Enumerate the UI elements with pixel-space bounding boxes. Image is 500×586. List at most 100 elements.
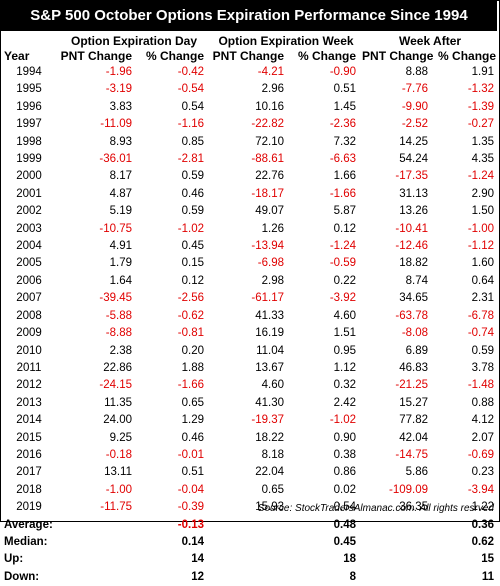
cell-week-pct: 0.22 (333, 274, 357, 287)
cell-week-pnt: 13.67 (255, 361, 285, 374)
cell-year: 2002 (16, 205, 42, 218)
header-day-pct: % Change (146, 49, 205, 63)
cell-day-pct: -0.81 (177, 327, 205, 340)
table-row: 1994 -1.96 -0.42 -4.21 -0.90 8.88 1.91 (0, 64, 498, 81)
cell-day-pct: 0.85 (181, 135, 205, 148)
summary-label: Average: (4, 518, 53, 531)
cell-week-pct: 2.42 (333, 396, 357, 409)
summary-blank (58, 551, 142, 568)
header-after-pct: % Change (438, 49, 497, 63)
summary-week-pct: 18 (343, 553, 357, 566)
summary-blank (362, 534, 438, 551)
cell-day-pnt: 11.35 (104, 396, 132, 409)
summary-after-pct: 11 (481, 570, 495, 583)
cell-after-pnt: -63.78 (395, 309, 429, 322)
cell-day-pnt: -10.75 (99, 222, 132, 235)
cell-day-pct: -0.62 (177, 309, 205, 322)
header-after-pnt: PNT Change (362, 49, 434, 63)
cell-after-pnt: 15.27 (399, 396, 429, 409)
cell-after-pct: -6.78 (467, 309, 495, 322)
cell-after-pct: -0.27 (467, 118, 495, 131)
cell-day-pnt: -0.18 (105, 448, 132, 461)
cell-week-pct: 0.95 (333, 344, 357, 357)
cell-week-pnt: 18.22 (255, 431, 285, 444)
cell-after-pct: -1.24 (467, 170, 495, 183)
cell-week-pnt: 8.18 (261, 448, 285, 461)
table-row: 2000 8.17 0.59 22.76 1.66 -17.35 -1.24 (0, 168, 498, 185)
summary-week-pct: 0.48 (333, 518, 357, 531)
cell-day-pnt: 13.11 (104, 466, 132, 479)
performance-table: Option Expiration Day Option Expiration … (0, 34, 498, 586)
table-row: 2008 -5.88 -0.62 41.33 4.60 -63.78 -6.78 (0, 308, 498, 325)
table-row: 2004 4.91 0.45 -13.94 -1.24 -12.46 -1.12 (0, 238, 498, 255)
cell-day-pnt: -1.96 (105, 66, 132, 78)
cell-after-pnt: -7.76 (401, 83, 429, 96)
cell-week-pct: 1.12 (333, 361, 357, 374)
cell-day-pct: 0.46 (181, 431, 205, 444)
cell-after-pnt: 77.82 (399, 414, 429, 427)
cell-day-pct: 0.59 (181, 205, 205, 218)
cell-year: 2013 (16, 396, 42, 409)
cell-year: 2003 (16, 222, 42, 235)
cell-week-pnt: -22.82 (251, 118, 285, 131)
summary-day-pct: 0.14 (181, 535, 205, 548)
cell-week-pct: 0.51 (333, 83, 357, 96)
table-row: 2018 -1.00 -0.04 0.65 0.02 -109.09 -3.94 (0, 482, 498, 499)
cell-week-pnt: 11.04 (256, 344, 285, 357)
summary-blank (210, 551, 294, 568)
cell-after-pnt: 46.83 (399, 361, 429, 374)
cell-year: 1998 (16, 135, 42, 148)
cell-day-pnt: 9.25 (109, 431, 132, 444)
cell-after-pct: 1.35 (471, 135, 495, 148)
cell-week-pnt: 22.76 (255, 170, 285, 183)
table-row: 2003 -10.75 -1.02 1.26 0.12 -10.41 -1.00 (0, 221, 498, 238)
cell-week-pnt: 10.16 (255, 100, 285, 113)
cell-after-pnt: 18.82 (399, 257, 429, 270)
summary-row: Average: -0.13 0.48 0.36 (0, 517, 498, 534)
summary-week-pct: 0.45 (333, 535, 357, 548)
cell-week-pnt: 72.10 (255, 135, 285, 148)
cell-day-pnt: 8.93 (109, 135, 132, 148)
header-day-pnt: PNT Change (60, 49, 132, 63)
cell-year: 1997 (16, 118, 42, 131)
header-week-pct: % Change (298, 49, 357, 63)
cell-after-pnt: 13.26 (399, 205, 429, 218)
cell-after-pct: -1.12 (467, 240, 495, 253)
cell-week-pnt: 4.60 (261, 379, 285, 392)
cell-day-pnt: -1.00 (105, 483, 132, 496)
cell-week-pct: -1.24 (329, 240, 357, 253)
cell-after-pct: -0.74 (467, 327, 495, 340)
cell-week-pct: 0.02 (333, 483, 357, 496)
summary-after-pct: 15 (481, 553, 495, 566)
cell-day-pct: 0.51 (181, 466, 205, 479)
table-row: 2016 -0.18 -0.01 8.18 0.38 -14.75 -0.69 (0, 447, 498, 464)
table-row: 2014 24.00 1.29 -19.37 -1.02 77.82 4.12 (0, 412, 498, 429)
page-title: S&P 500 October Options Expiration Perfo… (1, 1, 497, 31)
table-row: 2012 -24.15 -1.66 4.60 0.32 -21.25 -1.48 (0, 377, 498, 394)
cell-after-pnt: -12.46 (395, 240, 429, 253)
summary-blank (210, 517, 294, 534)
cell-day-pnt: -24.15 (99, 379, 132, 392)
summary-day-pct: 12 (191, 570, 205, 583)
cell-week-pnt: 0.65 (261, 483, 285, 496)
cell-day-pnt: -39.45 (99, 292, 132, 305)
cell-day-pnt: 8.17 (109, 170, 132, 183)
cell-after-pct: -1.39 (467, 100, 495, 113)
cell-after-pct: 4.12 (471, 414, 495, 427)
cell-year: 2008 (16, 309, 42, 322)
cell-after-pct: 1.60 (471, 257, 495, 270)
cell-after-pnt: 54.24 (399, 153, 429, 166)
cell-day-pnt: -3.19 (105, 83, 132, 96)
cell-year: 2015 (16, 431, 42, 444)
cell-after-pnt: 6.89 (405, 344, 429, 357)
table-row: 2017 13.11 0.51 22.04 0.86 5.86 0.23 (0, 464, 498, 481)
cell-week-pct: -0.90 (329, 66, 357, 78)
cell-day-pnt: 4.91 (109, 240, 132, 253)
cell-day-pct: 0.15 (181, 257, 205, 270)
cell-after-pnt: 34.65 (399, 292, 429, 305)
cell-week-pct: 1.51 (333, 327, 357, 340)
summary-blank (58, 534, 142, 551)
cell-day-pnt: 22.86 (103, 361, 132, 374)
summary-blank (210, 569, 294, 586)
summary-blank (362, 569, 438, 586)
